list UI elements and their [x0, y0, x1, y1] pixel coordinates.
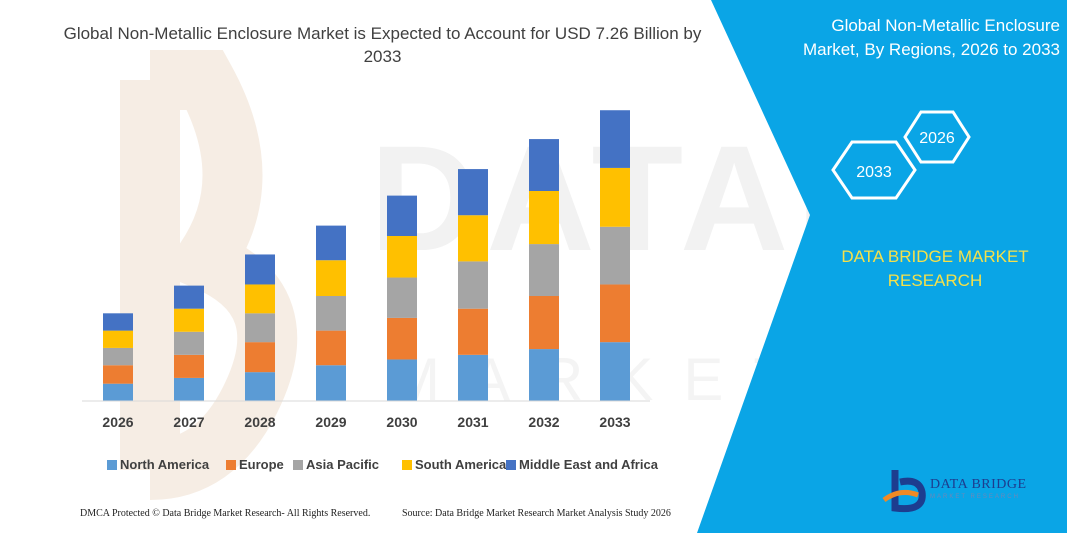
chart-title: Global Non-Metallic Enclosure Market is … [63, 24, 702, 66]
footer-source: Source: Data Bridge Market Research Mark… [402, 508, 671, 519]
x-tick-label: 2030 [386, 414, 417, 430]
brand-name: DATA BRIDGE MARKET RESEARCH [841, 247, 1029, 290]
bar-2027-series-0 [174, 377, 204, 401]
bar-2027-series-3 [174, 308, 204, 332]
logo-subtitle: MARKET RESEARCH [930, 494, 1020, 500]
legend-swatch-4 [506, 460, 516, 470]
bar-2032-series-4 [529, 139, 559, 191]
x-tick-label: 2028 [244, 414, 275, 430]
bar-2033-series-0 [600, 342, 630, 401]
bar-2029-series-2 [316, 296, 346, 331]
bar-2033-series-3 [600, 167, 630, 227]
legend-label-2: Asia Pacific [306, 457, 379, 472]
bar-2030-series-1 [387, 317, 417, 360]
legend-swatch-0 [107, 460, 117, 470]
company-logo-icon [882, 470, 926, 513]
bar-2033-series-1 [600, 284, 630, 343]
x-tick-label: 2032 [528, 414, 559, 430]
bar-2026-series-0 [103, 383, 133, 401]
bar-2028-series-0 [245, 372, 275, 401]
hex-2033: 2033 [831, 140, 917, 200]
logo-name: DATA BRIDGE [930, 477, 1027, 492]
bar-2027-series-4 [174, 285, 204, 309]
bar-2026-series-1 [103, 365, 133, 384]
legend-swatch-3 [402, 460, 412, 470]
bar-2031-series-0 [458, 354, 488, 401]
bar-2031-series-4 [458, 169, 488, 216]
bar-2033-series-2 [600, 226, 630, 285]
bar-2026-series-4 [103, 313, 133, 331]
bar-2026-series-2 [103, 347, 133, 366]
x-tick-label: 2026 [102, 414, 133, 430]
bar-2032-series-3 [529, 191, 559, 245]
bar-2029-series-4 [316, 225, 346, 261]
bar-2031-series-3 [458, 215, 488, 262]
x-tick-label: 2031 [457, 414, 488, 430]
bar-2027-series-1 [174, 354, 204, 378]
bar-2029-series-0 [316, 365, 346, 401]
bar-2030-series-3 [387, 236, 417, 278]
hex-2026: 2026 [903, 110, 971, 164]
bar-2028-series-3 [245, 284, 275, 314]
bar-2032-series-2 [529, 244, 559, 296]
hex-year-2033: 2033 [856, 164, 892, 181]
bar-2031-series-2 [458, 261, 488, 309]
legend-label-1: Europe [239, 457, 284, 472]
bar-2032-series-1 [529, 296, 559, 350]
bar-2030-series-4 [387, 195, 417, 236]
legend-label-0: North America [120, 457, 210, 472]
legend-label-4: Middle East and Africa [519, 457, 659, 472]
bar-2030-series-0 [387, 359, 417, 401]
bar-2028-series-2 [245, 313, 275, 343]
legend-swatch-1 [226, 460, 236, 470]
bar-2030-series-2 [387, 277, 417, 318]
bar-2033-series-4 [600, 110, 630, 168]
bar-2028-series-4 [245, 254, 275, 285]
legend-swatch-2 [293, 460, 303, 470]
stacked-bar-chart: 2026 2027 2028 2029 2030 2031 2032 2033 North A… [82, 110, 659, 472]
bar-2028-series-1 [245, 342, 275, 373]
bar-2032-series-0 [529, 349, 559, 401]
side-panel-title: Global Non-Metallic Enclosure Market, By… [802, 16, 1060, 59]
legend-label-3: South America [415, 457, 507, 472]
x-tick-label: 2029 [315, 414, 346, 430]
hex-year-2026: 2026 [919, 130, 955, 147]
bar-2029-series-3 [316, 260, 346, 296]
bar-2029-series-1 [316, 330, 346, 366]
bar-2027-series-2 [174, 331, 204, 355]
x-tick-label: 2027 [173, 414, 204, 430]
bar-2026-series-3 [103, 330, 133, 348]
side-panel-background [697, 0, 1067, 533]
bar-2031-series-1 [458, 308, 488, 355]
footer-copyright: DMCA Protected © Data Bridge Market Rese… [80, 508, 371, 519]
x-tick-label: 2033 [599, 414, 630, 430]
